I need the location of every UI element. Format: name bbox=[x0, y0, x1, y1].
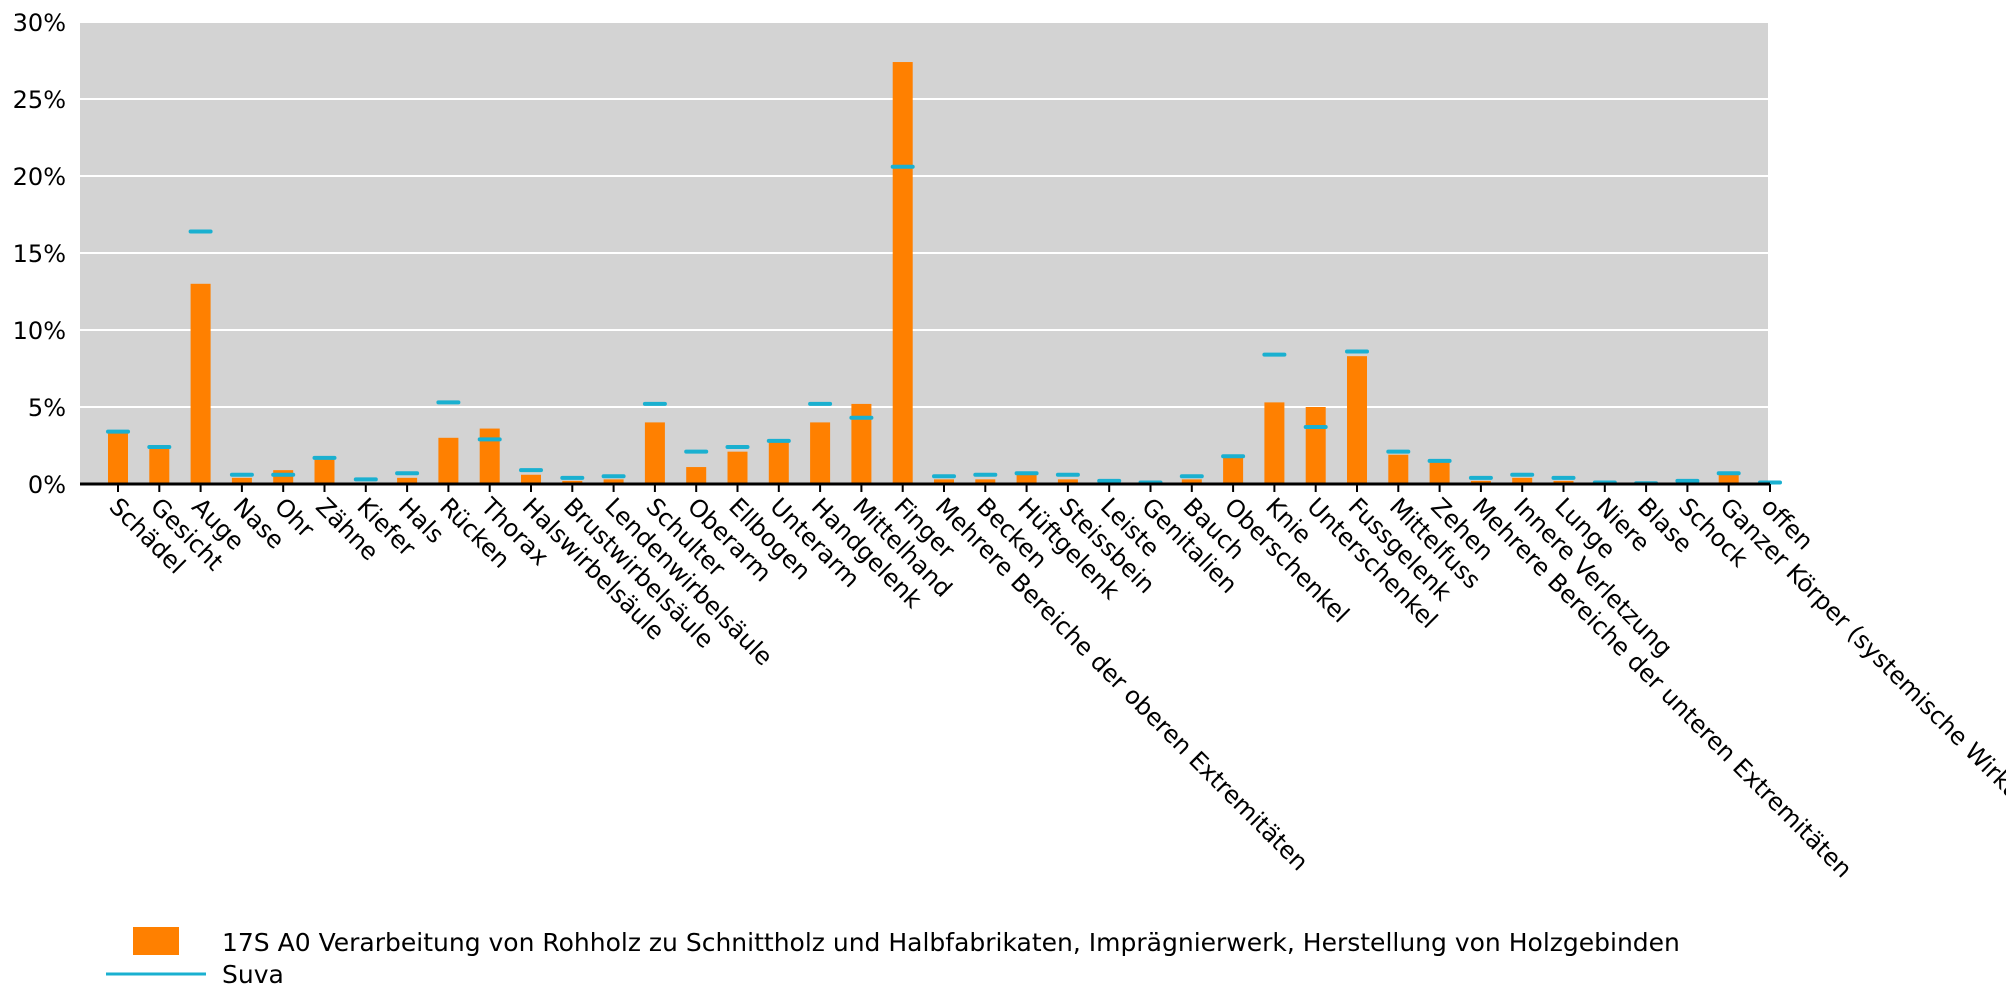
bar bbox=[273, 470, 294, 484]
bar bbox=[231, 477, 252, 484]
bar bbox=[1016, 474, 1037, 484]
bar bbox=[149, 448, 170, 484]
bar bbox=[479, 428, 500, 484]
bar bbox=[438, 437, 459, 484]
y-tick-label: 20% bbox=[13, 163, 66, 191]
bar bbox=[727, 451, 748, 484]
bar bbox=[190, 283, 211, 484]
bar bbox=[603, 479, 624, 484]
bar bbox=[1223, 456, 1244, 484]
bar bbox=[1553, 480, 1574, 484]
bar bbox=[644, 422, 665, 484]
bar bbox=[314, 459, 335, 484]
bar bbox=[686, 467, 707, 484]
bar bbox=[521, 474, 541, 484]
bar bbox=[1264, 402, 1285, 484]
bar bbox=[1181, 479, 1202, 484]
bar bbox=[1718, 474, 1739, 484]
legend-label-bar: 17S A0 Verarbeitung von Rohholz zu Schni… bbox=[222, 928, 1680, 957]
markers bbox=[106, 164, 1782, 486]
y-tick-label: 15% bbox=[13, 240, 66, 268]
y-tick-label: 25% bbox=[13, 86, 66, 114]
bar bbox=[851, 403, 872, 484]
legend-swatch-bar bbox=[133, 927, 179, 955]
bar bbox=[1347, 356, 1367, 484]
bar bbox=[892, 62, 913, 484]
bar bbox=[1057, 479, 1078, 484]
x-axis-ticks: SchädelGesichtAugeNaseOhrZähneKieferHals… bbox=[104, 484, 2006, 883]
bar bbox=[934, 479, 954, 484]
bar bbox=[1305, 407, 1326, 484]
bar bbox=[1512, 477, 1533, 484]
bar bbox=[975, 479, 996, 484]
legend: 17S A0 Verarbeitung von Rohholz zu Schni… bbox=[106, 927, 1680, 986]
y-tick-label: 30% bbox=[13, 9, 66, 37]
y-tick-label: 0% bbox=[28, 471, 66, 499]
bar bbox=[1470, 480, 1491, 484]
y-axis-ticks: 0% 5% 10% 15% 20% 25% 30% bbox=[13, 9, 66, 499]
bar bbox=[562, 480, 583, 484]
bar bbox=[1388, 454, 1409, 484]
legend-label-marker: Suva bbox=[222, 960, 284, 986]
bar bbox=[397, 477, 418, 484]
bar bbox=[768, 442, 789, 484]
bar bbox=[1429, 462, 1450, 484]
y-tick-label: 5% bbox=[28, 394, 66, 422]
y-tick-label: 10% bbox=[13, 317, 66, 345]
bar bbox=[810, 422, 831, 484]
bar bbox=[108, 433, 128, 484]
gridlines bbox=[80, 21, 1768, 408]
